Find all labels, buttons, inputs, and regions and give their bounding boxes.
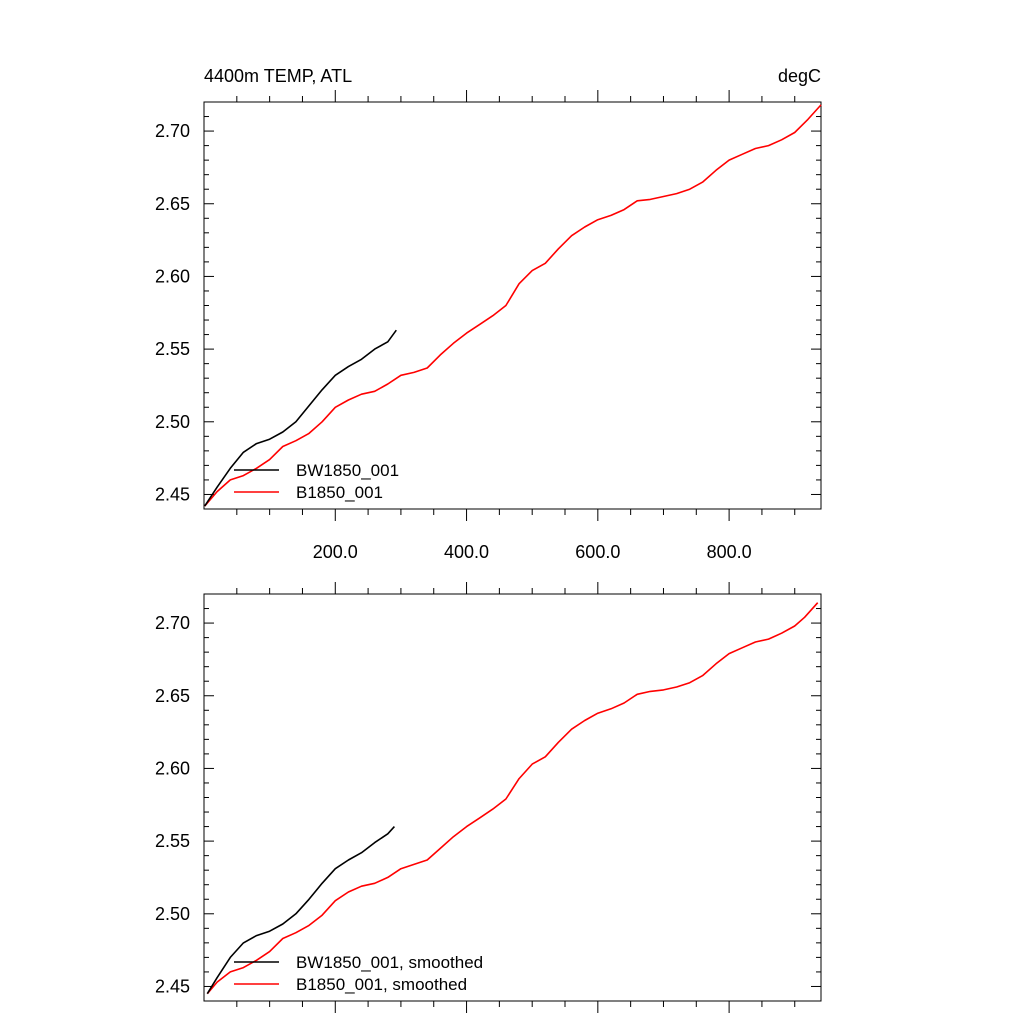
series-line — [204, 329, 397, 507]
bottom-panel: 2.45 2.50 2.55 2.60 2.65 2.70 BW1850_001, smo… — [155, 582, 822, 1013]
y-tick-label: 2.65 — [155, 194, 190, 214]
y-tick-label: 2.70 — [155, 613, 190, 633]
y-tick-label: 2.50 — [155, 412, 190, 432]
series-lines-bottom — [206, 602, 819, 995]
series-line — [204, 104, 822, 507]
series-lines-top — [204, 104, 822, 507]
x-tick-label: 200.0 — [313, 542, 358, 562]
chart-title: 4400m TEMP, ATL — [204, 66, 352, 86]
x-tick-label: 400.0 — [444, 542, 489, 562]
series-line — [206, 602, 819, 995]
plot-frame-top — [203, 101, 822, 510]
y-tick-label: 2.55 — [155, 831, 190, 851]
legend-label: B1850_001, smoothed — [296, 975, 467, 994]
y-tick-label: 2.70 — [155, 121, 190, 141]
x-tick-label: 600.0 — [575, 542, 620, 562]
legend-label: BW1850_001, smoothed — [296, 953, 483, 972]
top-panel: 4400m TEMP, ATL degC 2.45 2.50 2.55 2.60 2.6… — [155, 66, 822, 562]
legend-label: B1850_001 — [296, 483, 383, 502]
axis-ticks-bottom: 2.45 2.50 2.55 2.60 2.65 2.70 — [155, 582, 821, 1013]
y-tick-label: 2.60 — [155, 758, 190, 778]
legend-label: BW1850_001 — [296, 461, 399, 480]
legend-top: BW1850_001 B1850_001 — [234, 461, 399, 502]
legend-bottom: BW1850_001, smoothed B1850_001, smoothed — [234, 953, 483, 994]
series-line — [206, 826, 395, 995]
y-tick-label: 2.45 — [155, 484, 190, 504]
y-tick-label: 2.50 — [155, 904, 190, 924]
y-tick-label: 2.60 — [155, 266, 190, 286]
axis-ticks-top: 2.45 2.50 2.55 2.60 2.65 2.70 200.0 400.0 600.0 8… — [155, 90, 821, 562]
y-tick-label: 2.55 — [155, 339, 190, 359]
x-tick-label: 800.0 — [707, 542, 752, 562]
chart-units: degC — [778, 66, 821, 86]
y-tick-label: 2.65 — [155, 686, 190, 706]
y-tick-label: 2.45 — [155, 976, 190, 996]
